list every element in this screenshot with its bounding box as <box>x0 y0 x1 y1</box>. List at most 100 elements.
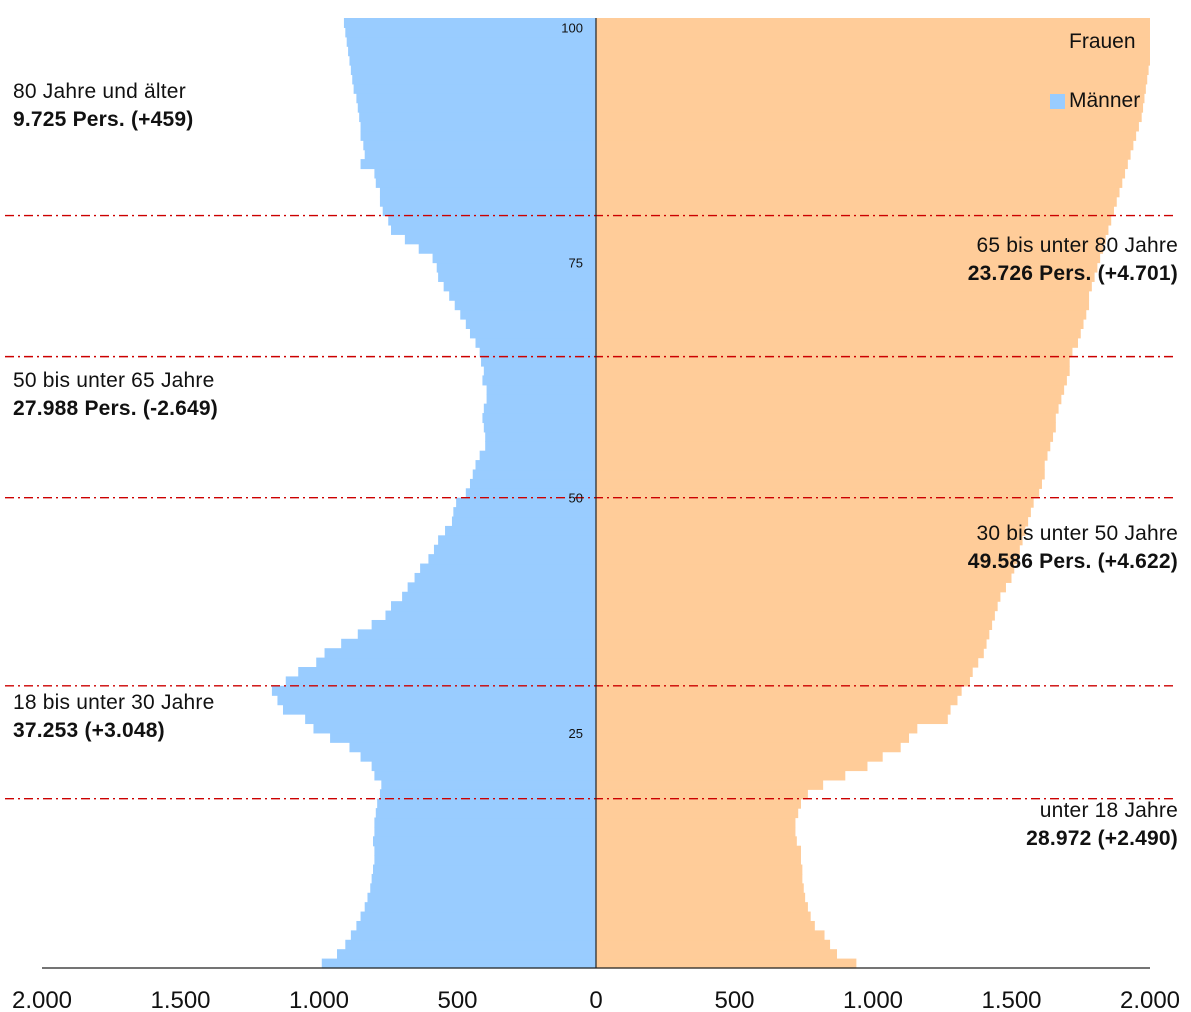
male-bar-age-12 <box>374 845 596 856</box>
male-bar-age-69 <box>460 309 596 320</box>
male-bar-age-85 <box>360 159 596 170</box>
male-bar-age-23 <box>349 742 596 753</box>
female-bar-age-55 <box>596 441 1051 452</box>
age-tick-75: 75 <box>569 256 583 271</box>
female-bar-age-51 <box>596 478 1042 489</box>
female-bar-age-17 <box>596 798 801 809</box>
x-tick-label: 500 <box>437 987 477 1012</box>
female-bar-age-93 <box>596 83 1146 94</box>
female-bar-age-80 <box>596 206 1114 217</box>
female-bar-age-62 <box>596 375 1067 386</box>
female-bar-age-59 <box>596 403 1059 414</box>
female-bar-age-35 <box>596 629 990 640</box>
female-bar-age-9 <box>596 873 803 884</box>
female-bar-age-58 <box>596 413 1056 424</box>
female-bar-age-22 <box>596 751 883 762</box>
female-bar-age-48 <box>596 507 1031 518</box>
female-bar-age-12 <box>596 845 801 856</box>
male-bar-age-47 <box>451 516 596 527</box>
male-bar-age-66 <box>475 337 596 348</box>
male-bar-age-89 <box>360 121 596 132</box>
female-bar-age-15 <box>596 817 796 828</box>
male-bar-age-84 <box>374 168 596 179</box>
legend-label-maenner: Männer <box>1069 89 1141 112</box>
female-bar-age-57 <box>596 422 1056 433</box>
male-bar-age-1 <box>337 949 596 960</box>
male-bar-age-22 <box>360 751 596 762</box>
female-bar-age-64 <box>596 356 1070 367</box>
male-bar-age-90 <box>359 112 596 123</box>
x-tick-label: 2.000 <box>1120 987 1180 1012</box>
female-bar-age-95 <box>596 65 1149 76</box>
frauen-swatch <box>1050 34 1065 50</box>
male-bar-age-58 <box>482 413 596 424</box>
male-bar-age-33 <box>324 648 596 659</box>
male-bar-age-29 <box>271 685 596 696</box>
male-bar-age-92 <box>356 93 596 104</box>
legend-item-frauen: Frauen <box>1050 30 1136 54</box>
male-bar-age-65 <box>479 347 596 358</box>
male-bar-age-38 <box>391 601 596 612</box>
female-bar-age-42 <box>596 563 1015 574</box>
female-bar-age-39 <box>596 591 1001 602</box>
male-bar-age-80 <box>382 206 596 217</box>
female-bar-age-69 <box>596 309 1087 320</box>
male-bar-age-91 <box>357 102 596 113</box>
male-bar-age-6 <box>364 902 596 913</box>
female-bar-age-63 <box>596 366 1070 377</box>
female-bar-age-21 <box>596 761 868 772</box>
male-bar-age-61 <box>486 384 596 395</box>
female-bar-age-81 <box>596 196 1117 207</box>
female-bar-age-6 <box>596 902 808 913</box>
female-bar-age-2 <box>596 939 831 950</box>
male-bar-age-5 <box>360 911 596 922</box>
male-bar-age-45 <box>438 535 596 546</box>
male-bar-age-56 <box>485 431 596 442</box>
annotation-65-label: 65 bis unter 80 Jahre <box>976 234 1178 257</box>
male-bar-age-70 <box>454 300 596 311</box>
annotation-80-value: 9.725 Pers. (+459) <box>13 108 194 131</box>
male-bar-age-10 <box>373 864 596 875</box>
female-bar-age-75 <box>596 253 1101 264</box>
female-bar-age-73 <box>596 271 1095 282</box>
annotation-18-label: 18 bis unter 30 Jahre <box>13 691 215 714</box>
female-bar-age-16 <box>596 808 799 819</box>
male-bar-age-63 <box>483 366 596 377</box>
male-bar-age-32 <box>316 657 596 668</box>
male-bar-age-59 <box>483 403 596 414</box>
female-bar-age-33 <box>596 648 984 659</box>
male-bar-age-64 <box>481 356 596 367</box>
annotation-30-50: 30 bis unter 50 Jahre 49.586 Pers. (+4.6… <box>968 520 1178 576</box>
male-bar-age-14 <box>374 826 596 837</box>
female-bar-age-78 <box>596 224 1109 235</box>
female-bar-age-84 <box>596 168 1126 179</box>
female-bar-age-61 <box>596 384 1065 395</box>
female-bar-age-10 <box>596 864 803 875</box>
female-bar-age-0 <box>596 958 857 969</box>
male-bar-age-100 <box>343 18 596 29</box>
annotation-50-value: 27.988 Pers. (-2.649) <box>13 397 219 420</box>
female-bar-age-79 <box>596 215 1112 226</box>
legend-label-frauen: Frauen <box>1069 30 1136 53</box>
age-tick-50: 50 <box>569 491 583 506</box>
male-bar-age-25 <box>313 723 596 734</box>
male-bar-age-67 <box>469 328 596 339</box>
x-tick-label: 0 <box>589 987 602 1012</box>
annotation-18-value: 37.253 (+3.048) <box>13 719 165 742</box>
female-bar-age-8 <box>596 883 804 894</box>
male-bar-age-82 <box>379 187 596 198</box>
female-bar-age-66 <box>596 337 1078 348</box>
male-bar-age-30 <box>285 676 596 687</box>
female-bar-age-54 <box>596 450 1048 461</box>
male-bar-age-54 <box>479 450 596 461</box>
male-bar-age-83 <box>375 177 596 188</box>
male-bar-age-34 <box>341 638 596 649</box>
annotation-80-label: 80 Jahre und älter <box>13 80 186 103</box>
male-bar-age-72 <box>443 281 596 292</box>
male-bar-age-52 <box>472 469 596 480</box>
male-bar-age-7 <box>367 892 596 903</box>
female-bar-age-46 <box>596 525 1026 536</box>
female-bar-age-24 <box>596 732 910 743</box>
male-bar-age-17 <box>377 798 596 809</box>
